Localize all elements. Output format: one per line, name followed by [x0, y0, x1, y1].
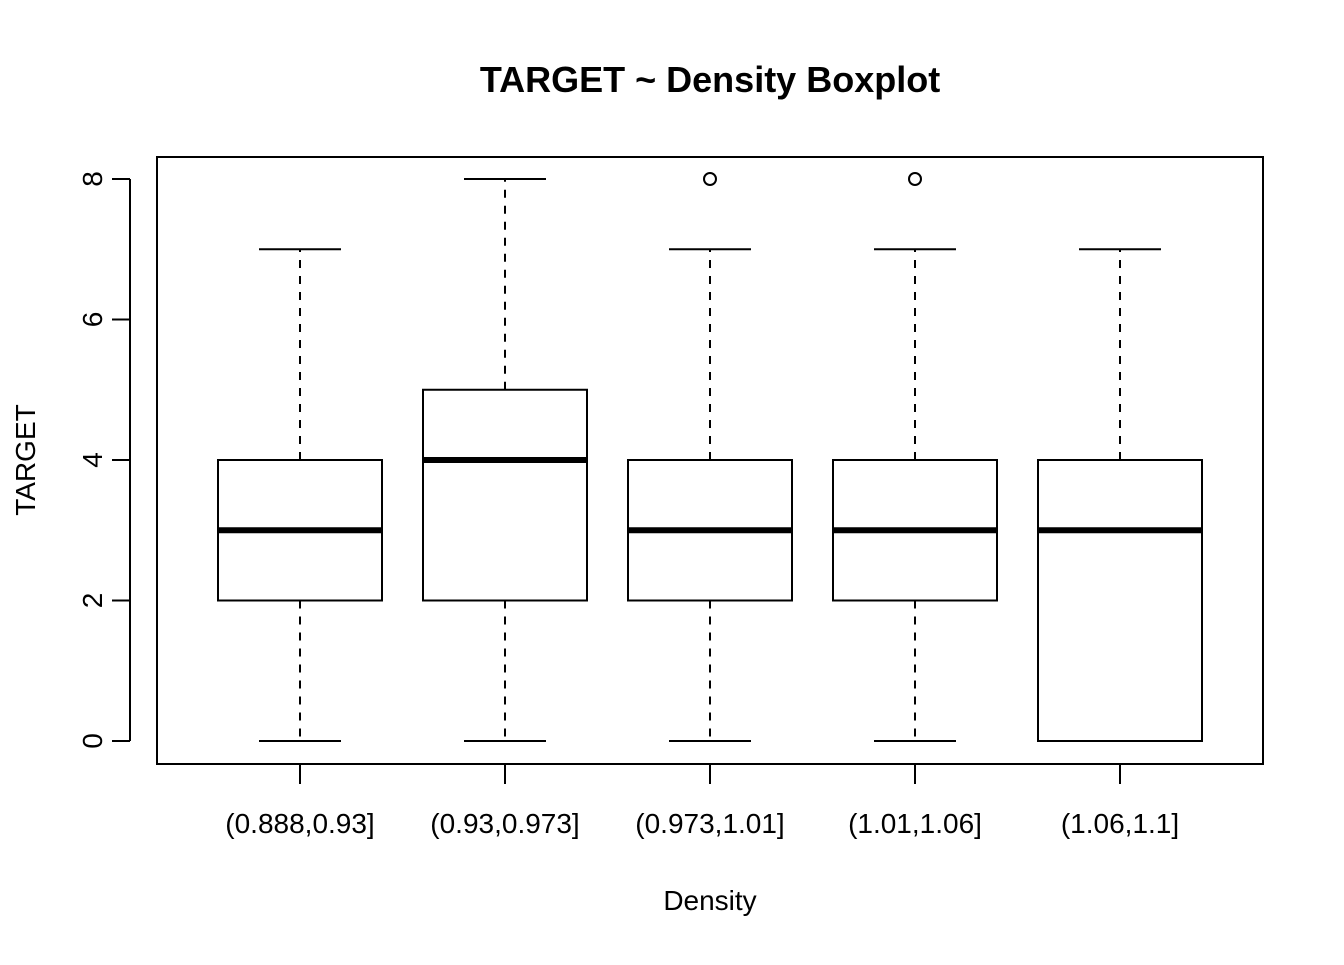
boxes-group: [217, 172, 1203, 742]
box-4: [832, 172, 998, 742]
x-tick-label: (0.93,0.973]: [430, 808, 579, 839]
outlier-point: [703, 172, 717, 186]
y-tick-label: 6: [77, 312, 108, 328]
y-tick-label: 4: [77, 452, 108, 468]
x-axis: (0.888,0.93] (0.93,0.973] (0.973,1.01] (1.0…: [225, 764, 1179, 839]
y-tick-label: 0: [77, 733, 108, 749]
y-axis-label: TARGET: [10, 404, 41, 515]
box-1: [217, 248, 383, 742]
iqr-box: [422, 388, 588, 602]
box-3: [627, 172, 793, 742]
box-5: [1037, 248, 1203, 742]
x-axis-label: Density: [663, 885, 756, 916]
x-tick-label: (0.973,1.01]: [635, 808, 784, 839]
x-tick-label: (1.01,1.06]: [848, 808, 982, 839]
chart-title: TARGET ~ Density Boxplot: [480, 59, 940, 100]
box-2: [422, 178, 588, 742]
y-tick-label: 2: [77, 593, 108, 609]
outlier-point: [908, 172, 922, 186]
iqr-box: [1037, 459, 1203, 742]
y-axis: 0 2 4 6 8: [77, 171, 131, 749]
y-tick-label: 8: [77, 171, 108, 187]
x-tick-label: (1.06,1.1]: [1061, 808, 1179, 839]
x-tick-label: (0.888,0.93]: [225, 808, 374, 839]
